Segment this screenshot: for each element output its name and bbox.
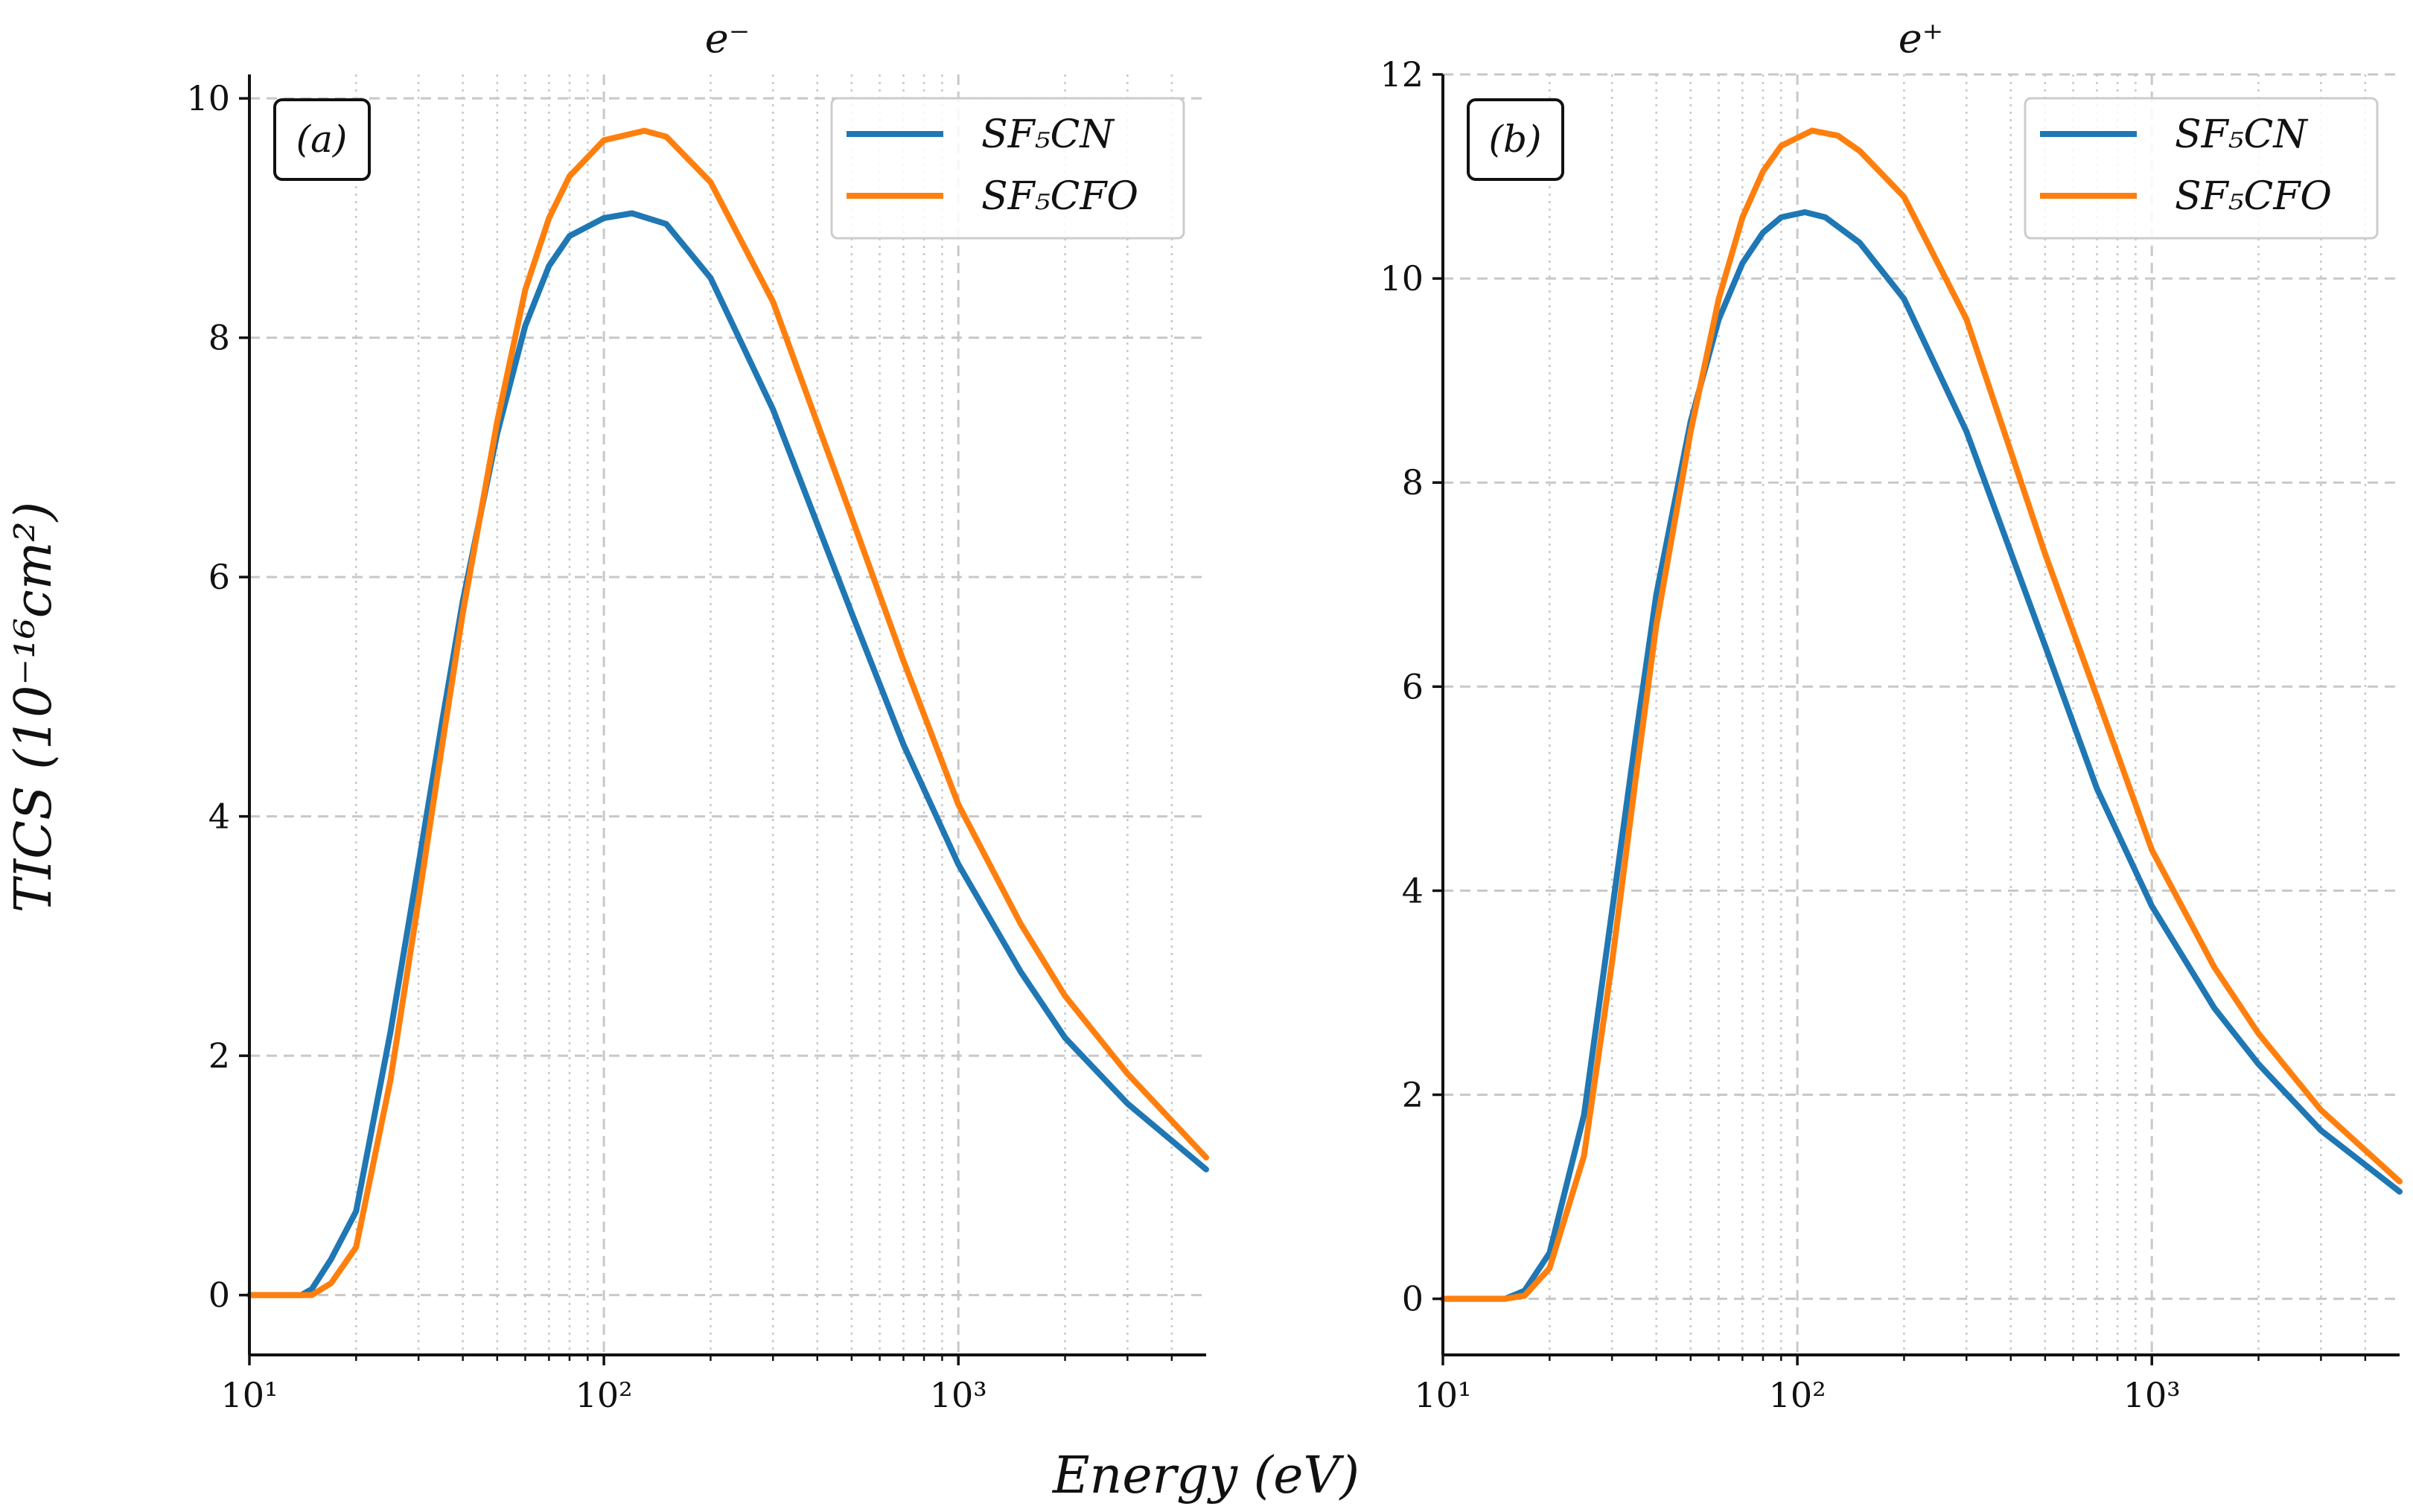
panel-a-ytick-label: 0 (208, 1275, 230, 1315)
panel-b-xtick-label: 10¹ (1415, 1375, 1472, 1415)
panel-b-xtick-label: 10² (1769, 1375, 1826, 1415)
panel-b-series-line-sf5cn (1440, 209, 2403, 1302)
panel-b-ytick-label: 0 (1402, 1279, 1424, 1319)
panel-a-ytick-label: 2 (208, 1036, 230, 1076)
panel-a-label-box: (a) (273, 98, 371, 181)
panel-b-ytick-label: 8 (1402, 462, 1424, 503)
panel-b-legend-label-sf5cn: SF₅CN (2175, 112, 2308, 157)
panel-b-title: e⁺ (1899, 15, 1943, 62)
panel-b-grid (1443, 73, 2400, 1355)
panel-b-ytick-label: 10 (1380, 258, 1424, 299)
panel-a-legend-label-sf5cn: SF₅CN (981, 112, 1115, 157)
panel-b-ytick-label: 6 (1402, 666, 1424, 706)
panel-a-xtick-label: 10² (576, 1375, 633, 1415)
panel-b-series (1440, 127, 2403, 1302)
panel-b-ticks: 0 2 4 6 8 10 12 10¹ 10² 10³ (1380, 54, 2367, 1415)
panel-b-ytick-label: 4 (1402, 870, 1424, 910)
panel-b-series-line-sf5cfo (1440, 127, 2403, 1302)
panel-a-series-line-sf5cn (246, 210, 1209, 1298)
panel-a-title: e⁻ (705, 15, 750, 62)
panel-a-ticks: 0 2 4 6 8 10 10¹ 10² 10³ (186, 78, 1173, 1415)
panel-b-xtick-label: 10³ (2123, 1375, 2181, 1415)
panel-a-xtick-label: 10³ (930, 1375, 987, 1415)
panel-a-series-line-sf5cfo (246, 127, 1209, 1298)
x-axis-title: Energy (eV) (1051, 1446, 1359, 1505)
panel-a-label: (a) (296, 118, 348, 161)
panel-b-ytick-label: 12 (1380, 54, 1424, 95)
panel-a-ytick-label: 8 (208, 318, 230, 358)
panel-b-ytick-label: 2 (1402, 1075, 1424, 1115)
panel-b-label: (b) (1488, 118, 1541, 161)
panel-b-label-box: (b) (1467, 98, 1564, 181)
panel-a-series (246, 127, 1209, 1298)
panel-a-ytick-label: 6 (208, 557, 230, 597)
y-axis-title: TICS (10⁻¹⁶cm²) (4, 502, 63, 913)
panel-a-ytick-label: 10 (186, 78, 230, 118)
panel-b-axes (1441, 74, 2400, 1356)
panel-a-ytick-label: 4 (208, 797, 230, 837)
chart-panel-a: e⁻ 0 2 4 6 8 10 10¹ 10² 10³ (a) SF₅CN SF₅CFO (186, 15, 1209, 1415)
panel-a-grid (249, 74, 1206, 1355)
panel-a-legend: SF₅CN SF₅CFO (830, 97, 1185, 240)
panel-b-legend-label-sf5cfo: SF₅CFO (2175, 174, 2332, 219)
panel-b-legend: SF₅CN SF₅CFO (2024, 97, 2379, 240)
panel-a-xtick-label: 10¹ (221, 1375, 278, 1415)
panel-a-legend-label-sf5cfo: SF₅CFO (981, 174, 1138, 219)
panel-a-axes (248, 74, 1206, 1356)
chart-panel-b: e⁺ 0 2 4 6 8 10 12 10¹ 10² 10³ (b) SF₅CN SF₅CFO (1380, 15, 2403, 1415)
